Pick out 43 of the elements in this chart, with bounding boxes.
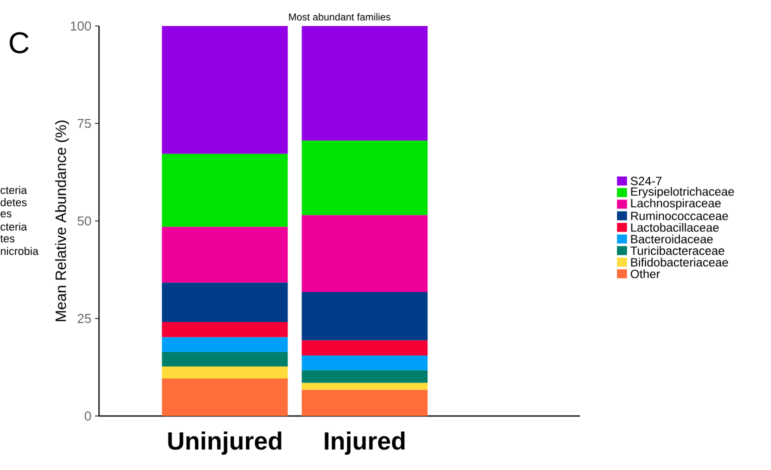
bar <box>302 356 428 370</box>
y-tick-label: 0 <box>84 411 91 421</box>
bar <box>162 366 288 379</box>
bar <box>162 282 288 322</box>
legend-label: Bifidobacteriaceae <box>631 258 728 267</box>
text: cteria <box>0 186 27 194</box>
legend-label: Bacteroidaceae <box>631 234 713 244</box>
chart-title: Most abundant families <box>289 13 390 20</box>
bar <box>302 140 428 216</box>
bar <box>162 26 288 154</box>
x-tick-label: Uninjured <box>168 432 282 455</box>
bar <box>162 322 288 338</box>
bar <box>302 292 428 340</box>
y-axis-title: Mean Relative Abundance (%) <box>55 120 70 322</box>
legend-label: Erysipelotrichaceae <box>631 187 734 198</box>
x-tick-label: Injured <box>324 432 405 455</box>
bar <box>162 226 288 283</box>
text: tes <box>0 235 14 242</box>
text: detes <box>0 198 27 206</box>
bar <box>162 352 288 366</box>
legend-label: Ruminococcaceae <box>631 211 728 220</box>
legend-label: Lactobacillaceae <box>631 223 719 232</box>
bar <box>162 378 288 416</box>
text: C <box>10 32 29 54</box>
bar <box>302 370 428 383</box>
bar <box>302 26 428 141</box>
bar <box>302 390 428 416</box>
y-tick-label: 25 <box>78 314 91 324</box>
y-tick-label: 50 <box>78 216 91 226</box>
legend-label: Lachnospiraceae <box>631 198 721 210</box>
legend-label: S24-7 <box>630 176 662 186</box>
legend-label: Turicibacteraceae <box>630 246 724 255</box>
legend-label: Other <box>630 269 660 278</box>
y-tick-label: 100 <box>70 21 91 31</box>
y-tick-label: 75 <box>78 118 91 128</box>
bar <box>302 215 428 292</box>
bar <box>302 382 428 390</box>
bar <box>302 340 428 356</box>
text: cteria <box>0 222 27 231</box>
text: nicrobia <box>0 246 39 256</box>
bar <box>162 337 288 352</box>
bar <box>162 154 288 227</box>
text: es <box>0 211 12 218</box>
